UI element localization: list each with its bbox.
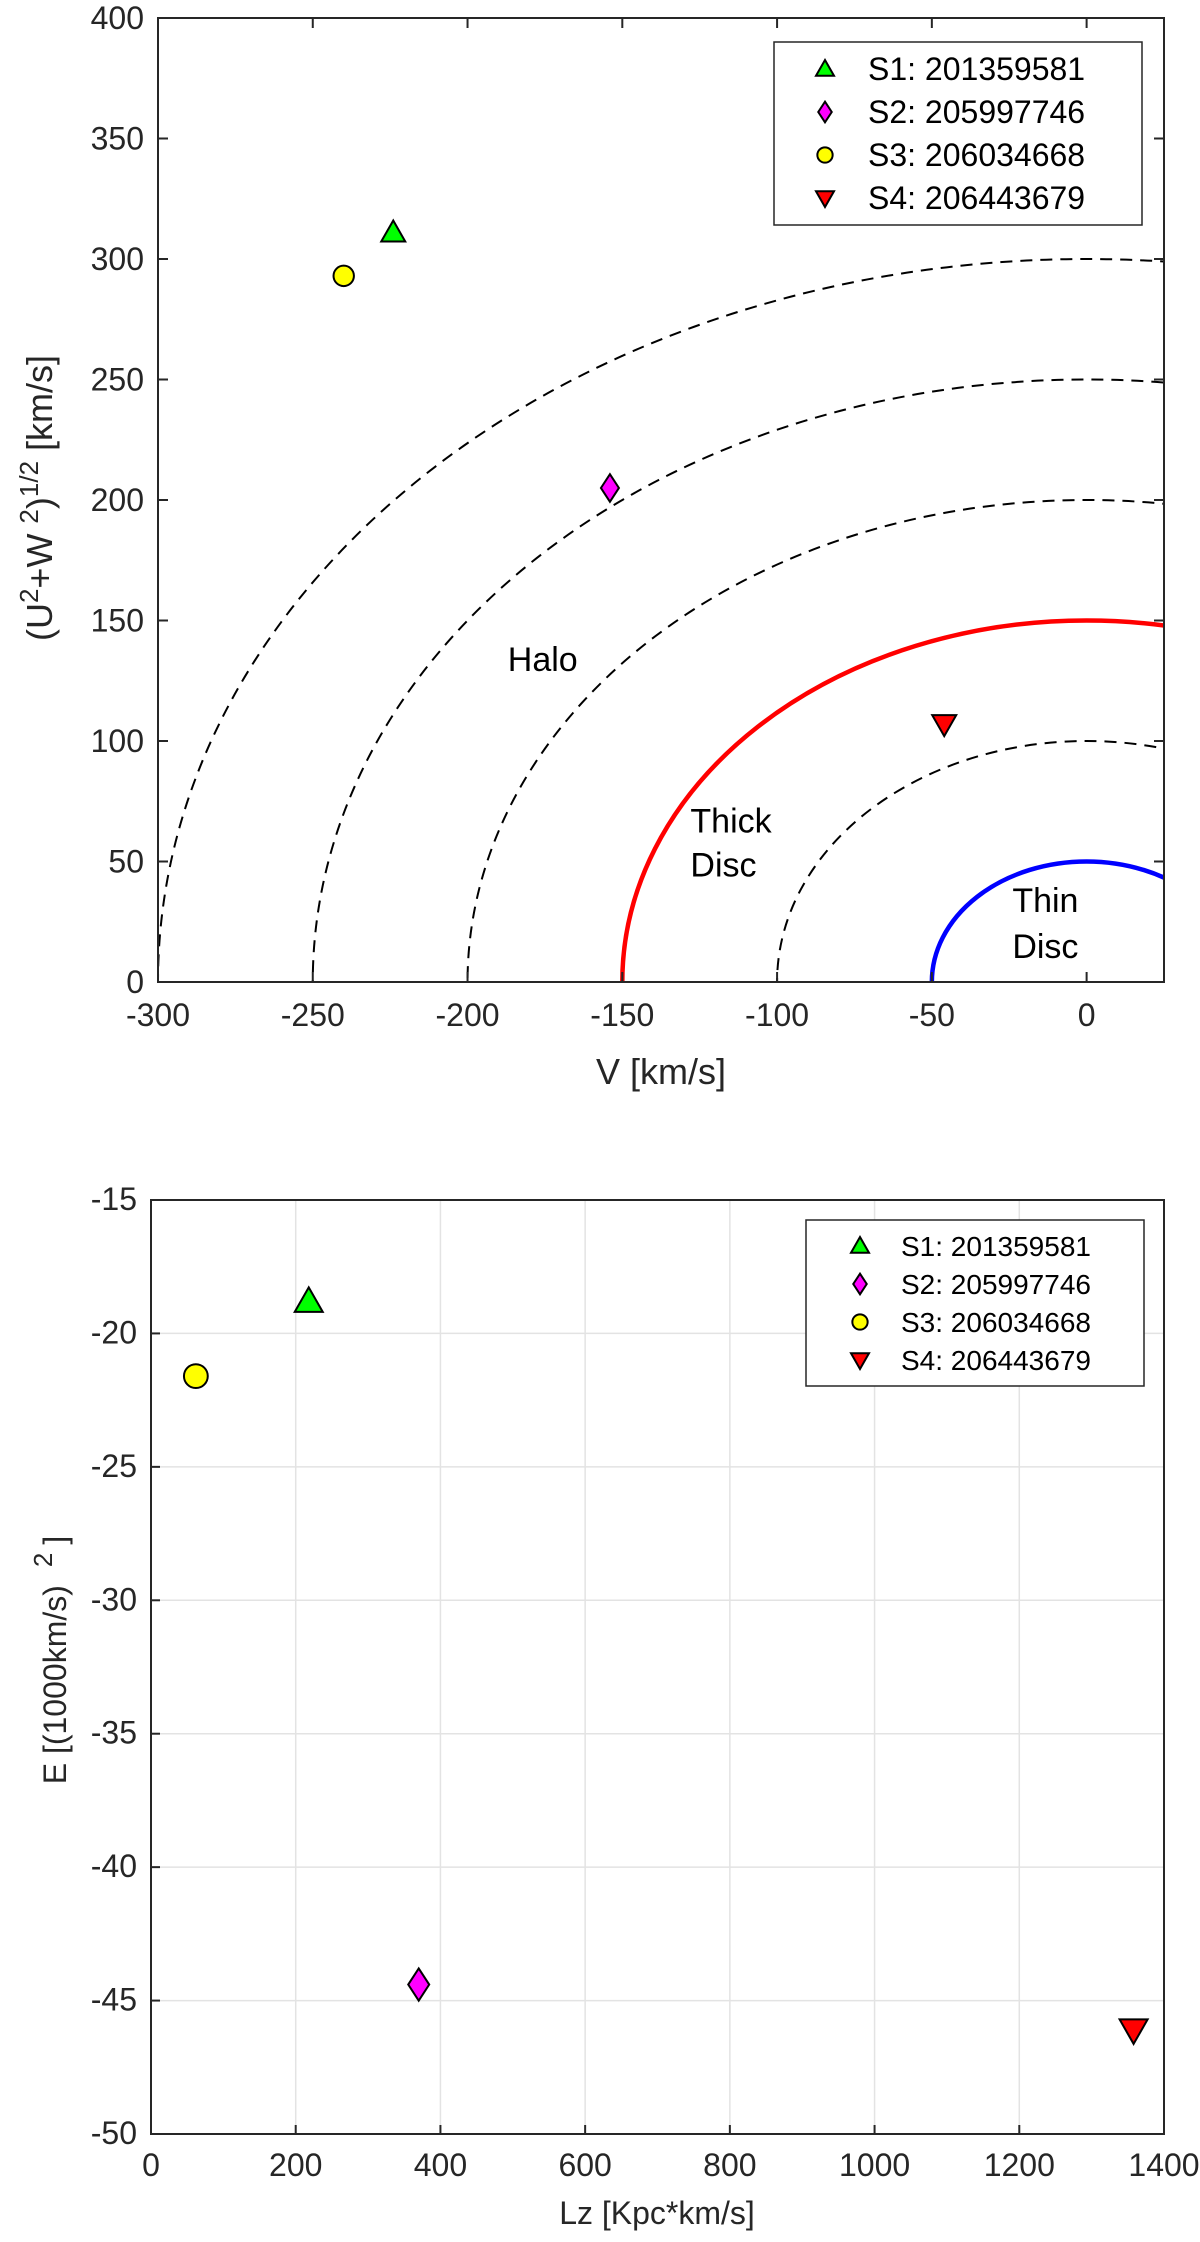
x-tick-label: 0 — [142, 2147, 160, 2183]
legend-entry-label: S2: 205997746 — [868, 94, 1085, 130]
y-tick-label: 100 — [91, 723, 144, 759]
dashed-velocity-circle — [776, 740, 1164, 982]
y-tick-label: -40 — [91, 1848, 137, 1884]
halo-region-label: Halo — [508, 641, 578, 679]
disc-boundary-curve — [620, 618, 1164, 982]
y-tick-label: -15 — [91, 1181, 137, 1217]
legend-marker-circle — [816, 146, 834, 164]
y-label-part: E [(1000km/s) — [37, 1585, 73, 1784]
x-tick-label: 1400 — [1128, 2147, 1199, 2183]
legend-entry-label: S4: 206443679 — [868, 180, 1085, 216]
x-tick-label: 800 — [703, 2147, 756, 2183]
top-legend: S1: 201359581 S2: 205997746 S3: 206034668 S… — [773, 41, 1143, 226]
bottom-legend: S1: 201359581 S2: 205997746 S3: 206034668 S… — [805, 1219, 1145, 1387]
y-label-part: [km/s] — [19, 355, 60, 461]
bottom-x-axis-label: Lz [Kpc*km/s] — [559, 2195, 755, 2231]
y-tick-label: 150 — [91, 603, 144, 639]
y-label-part: (U — [19, 603, 60, 641]
thin-disc-label-line: Disc — [1012, 928, 1078, 966]
legend-marker-triangle-up — [849, 1234, 871, 1254]
halo-label-line: Halo — [508, 641, 578, 679]
top-chart: -300 -250 -200 -150 -100 -50 0 0 50 100 150 200 250… — [14, 0, 1165, 1092]
y-tick-label: 0 — [126, 964, 144, 1000]
legend-marker-diamond — [852, 1271, 868, 1297]
y-tick-label: 250 — [91, 362, 144, 398]
x-tick-label: -100 — [745, 997, 809, 1033]
bottom-y-axis-ticks: -50 -45 -40 -35 -30 -25 -20 -15 — [91, 1181, 160, 2151]
bottom-y-axis-label: E [(1000km/s) 2] — [28, 1536, 73, 1785]
legend-entry-label: S1: 201359581 — [901, 1231, 1091, 1262]
top-x-axis-ticks: -300 -250 -200 -150 -100 -50 0 — [126, 18, 1096, 1033]
y-tick-label: -25 — [91, 1448, 137, 1484]
y-tick-label: -20 — [91, 1314, 137, 1350]
thick-disc-label-line: Disc — [690, 847, 756, 885]
legend-entry-label: S1: 201359581 — [868, 51, 1085, 87]
y-tick-label: 200 — [91, 482, 144, 518]
y-label-part: ) — [19, 497, 60, 509]
dashed-velocity-circle — [466, 499, 1164, 982]
top-data-points — [332, 218, 958, 739]
legend-marker-triangle-down — [814, 190, 836, 210]
y-tick-label: -30 — [91, 1581, 137, 1617]
legend-marker-triangle-up — [814, 57, 836, 77]
data-point-triangle-down — [1117, 2018, 1150, 2046]
y-tick-label: 400 — [91, 0, 144, 36]
x-tick-label: -300 — [126, 997, 190, 1033]
y-tick-label: 350 — [91, 121, 144, 157]
x-tick-label: 600 — [558, 2147, 611, 2183]
data-point-triangle-down — [930, 714, 958, 739]
bottom-x-axis-ticks: 0 200 400 600 800 1000 1200 1400 — [142, 2125, 1200, 2183]
legend-entry-label: S3: 206034668 — [868, 137, 1085, 173]
top-y-axis-label: (U2+W 2)1/2 [km/s] — [14, 355, 60, 641]
data-point-circle — [332, 264, 355, 288]
thin-disc-label-line: Thin — [1012, 882, 1078, 920]
y-tick-label: -50 — [91, 2115, 137, 2151]
thick-disc-label-line: Thick — [690, 803, 772, 841]
y-tick-label: 300 — [91, 241, 144, 277]
x-tick-label: -50 — [909, 997, 955, 1033]
bottom-data-points — [182, 1285, 1150, 2046]
top-legend-box — [773, 41, 1143, 226]
data-point-diamond — [599, 472, 621, 504]
y-tick-label: -35 — [91, 1715, 137, 1751]
dashed-velocity-circle — [158, 258, 1164, 982]
y-label-superscript: 2 — [28, 1553, 58, 1567]
thin-disc-region-label: Thin Disc — [1012, 882, 1088, 966]
x-tick-label: 1000 — [839, 2147, 910, 2183]
thick-disc-region-label: Thick Disc — [690, 803, 781, 885]
y-label-part: +W — [19, 524, 60, 589]
top-x-axis-label: V [km/s] — [596, 1051, 726, 1092]
data-point-triangle-up — [379, 218, 407, 243]
bottom-chart: 0 200 400 600 800 1000 1200 1400 -50 -45 -40 -35 -3… — [28, 1181, 1200, 2231]
data-point-circle — [182, 1363, 209, 1390]
legend-entry-label: S3: 206034668 — [901, 1307, 1091, 1338]
y-label-superscript: 2 — [14, 509, 44, 523]
legend-marker-circle — [851, 1313, 869, 1331]
top-region-curves — [158, 258, 1164, 982]
x-tick-label: 1200 — [984, 2147, 1055, 2183]
legend-entry-label: S4: 206443679 — [901, 1345, 1091, 1376]
legend-entry-label: S2: 205997746 — [901, 1269, 1091, 1300]
data-point-triangle-up — [293, 1285, 325, 1313]
data-point-diamond — [407, 1966, 431, 2003]
bottom-plot-frame — [150, 1199, 1165, 2135]
top-y-axis-ticks: 0 50 100 150 200 250 300 350 400 — [91, 0, 1164, 1000]
y-label-superscript: 1/2 — [14, 461, 44, 497]
disc-boundary-curve — [929, 859, 1164, 982]
y-tick-label: 50 — [108, 844, 144, 880]
legend-marker-triangle-down — [849, 1352, 871, 1372]
x-tick-label: 400 — [414, 2147, 467, 2183]
x-tick-label: -150 — [590, 997, 654, 1033]
x-tick-label: 0 — [1078, 997, 1096, 1033]
y-label-superscript: 2 — [14, 589, 44, 603]
x-tick-label: -250 — [281, 997, 345, 1033]
y-tick-label: -45 — [91, 1982, 137, 2018]
x-tick-label: 200 — [269, 2147, 322, 2183]
y-label-part: ] — [37, 1536, 73, 1545]
legend-marker-diamond — [817, 99, 833, 125]
x-tick-label: -200 — [436, 997, 500, 1033]
